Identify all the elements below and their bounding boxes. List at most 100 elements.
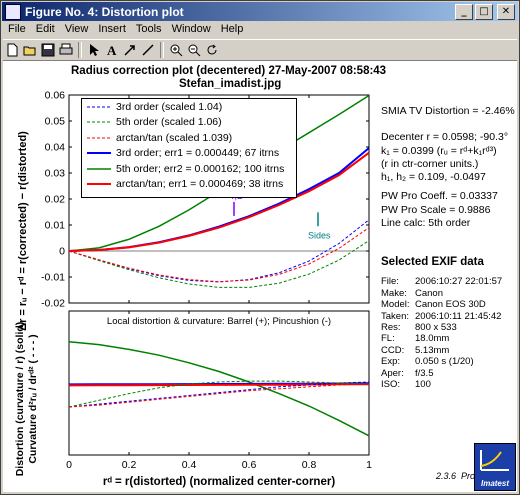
legend-swatch [87,137,111,139]
exif-key: Exp: [381,356,401,368]
x-tick-label: 0.6 [242,459,257,471]
exif-key: Aper: [381,367,404,379]
exif-row: Aper: f/3.5 [381,368,515,379]
imatest-logo: Imatest [474,443,516,491]
version-number: 2.3.6 [436,471,457,481]
top-ylabel: Δr = rᵤ − rᵈ = r(corrected) − r(distorte… [17,131,29,331]
insert-text-button[interactable]: A [103,42,121,58]
series-line-5 [68,383,370,408]
open-button[interactable] [21,42,39,58]
toolbar: A [3,39,517,61]
menu-file[interactable]: File [8,23,26,35]
y-tick-label: 0.06 [45,90,66,102]
exif-value: 100 [415,379,431,391]
menu-tools[interactable]: Tools [135,23,162,35]
x-tick-label: 0.4 [182,459,197,471]
save-icon [41,43,55,57]
legend: 3rd order (scaled 1.04) 5th order (scaled… [81,98,297,198]
exif-value: 5.13mm [415,344,450,356]
svg-text:A: A [107,43,117,57]
series-line-4 [68,380,370,408]
exif-row: Model: Canon EOS 30D [381,299,515,310]
exif-key: ISO: [381,379,401,391]
annotation-sides: Sides [308,230,331,240]
menu-window[interactable]: Window [171,23,211,35]
bottom-ylabel-line1: Distortion (curvature / r) (solid) [14,322,26,477]
exif-key: CCD: [381,344,405,356]
exif-heading: Selected EXIF data [381,256,484,269]
figure-canvas: Radius correction plot (decentered) 27-M… [3,61,517,492]
figure-title: Radius correction plot (decentered) 27-M… [71,65,387,77]
legend-label: arctan/tan (scaled 1.039) [116,131,233,144]
logo-text: Imatest [480,479,509,488]
version-suffix: Pro [461,471,476,481]
exif-value: Canon [415,287,443,299]
new-file-button[interactable] [3,42,21,58]
series-line-0 [68,340,370,437]
figure-subtitle: Stefan_imadist.jpg [179,78,282,90]
legend-label: 3rd order; err1 = 0.000449; 67 itrns [116,147,280,160]
exif-row: FL: 18.0mm [381,333,515,344]
rotate-button[interactable] [203,42,221,58]
legend-entry: arctan/tan; err1 = 0.000469; 38 itrns [82,177,296,193]
x-tick-label: 0 [66,459,72,471]
minimize-button[interactable]: _ [455,3,473,20]
imatest-logo-graphic [480,450,509,471]
close-button[interactable]: ✕ [497,3,515,20]
exif-key: Taken: [381,310,409,322]
exif-value: 2006:10:27 22:01:57 [415,276,503,288]
legend-entry: 5th order; err2 = 0.000162; 100 itrns [82,161,296,177]
bottom-ylabel-line2: Curvature d²rᵤ / drᵈ² ( - - - ) [27,334,39,463]
legend-entry: arctan/tan (scaled 1.039) [82,130,296,146]
zoom-out-button[interactable] [185,42,203,58]
maximize-button[interactable]: □ [475,3,493,20]
version-label: 2.3.6 Pro [436,471,475,481]
insert-line-button[interactable] [139,42,157,58]
menu-view[interactable]: View [64,23,89,35]
exif-row: File: 2006:10:27 22:01:57 [381,276,515,287]
arrow-insert-icon [124,45,135,56]
info-line: SMIA TV Distortion = -2.46% [381,105,515,117]
series-line-1 [68,240,370,288]
select-arrow-icon [90,44,99,56]
info-line: (r in ctr-corner units.) [381,157,479,170]
info-line: Decenter r = 0.0598; -90.3° [381,131,509,144]
exif-value: 800 x 533 [415,322,457,333]
y-tick-label: 0.04 [45,142,66,154]
y-tick-label: 0 [59,246,65,258]
select-button[interactable] [85,42,103,58]
legend-entry: 5th order (scaled 1.06) [82,115,296,131]
exif-value: 0.050 s (1/20) [415,356,474,368]
save-button[interactable] [39,42,57,58]
exif-row: Taken: 2006:10:11 21:45:42 [381,311,515,322]
menu-edit[interactable]: Edit [35,23,55,35]
exif-row: CCD: 5.13mm [381,345,515,356]
legend-label: 5th order (scaled 1.06) [116,116,222,129]
print-icon [59,43,73,55]
series-line-3 [68,381,370,408]
x-tick-label: 0.8 [302,459,317,471]
insert-arrow-button[interactable] [121,42,139,58]
print-button[interactable] [57,42,75,58]
title-bar[interactable]: Figure No. 4: Distortion plot _ □ ✕ [2,2,518,21]
line-insert-icon [142,44,154,56]
exif-row: Exp: 0.050 s (1/20) [381,356,515,367]
series-line-2 [68,227,370,283]
rotate-icon [207,44,217,55]
menu-insert[interactable]: Insert [98,23,126,35]
exif-key: FL: [381,333,395,345]
exif-row: Res: 800 x 533 [381,322,515,333]
info-line: PW Pro Scale = 0.9886 [381,203,491,216]
open-folder-icon [23,46,36,56]
y-tick-label: 0.05 [45,116,66,128]
exif-key: Model: [381,299,410,311]
menu-help[interactable]: Help [220,23,244,35]
toolbar-separator [78,42,82,58]
info-line: PW Pro Coeff. = 0.03337 [381,190,498,203]
exif-key: Make: [381,287,407,299]
zoom-in-button[interactable] [167,42,185,58]
legend-swatch [87,106,111,108]
zoom-out-icon [188,44,201,57]
legend-label: arctan/tan; err1 = 0.000469; 38 itrns [116,178,284,191]
